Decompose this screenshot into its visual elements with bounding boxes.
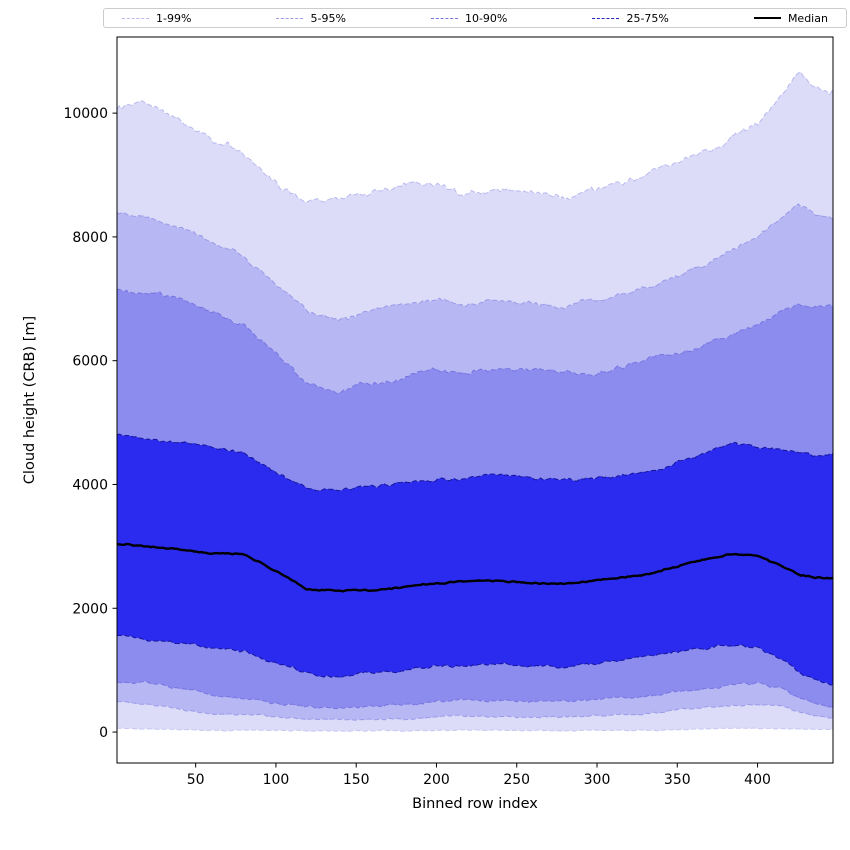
plot-border xyxy=(116,36,834,764)
x-axis: 50 100 150 200 250 300 350 400 xyxy=(187,763,771,788)
y-axis: 0 2000 4000 6000 8000 10000 xyxy=(63,106,117,741)
line-p1 xyxy=(117,727,833,732)
line-median xyxy=(117,542,833,593)
plot-area xyxy=(117,71,833,732)
chart-legend: 1-99% 5-95% 10-90% 25-75% Median xyxy=(103,8,847,28)
x-tick-label: 250 xyxy=(503,772,530,788)
y-tick-label: 6000 xyxy=(72,354,108,370)
line-p90 xyxy=(117,288,833,394)
legend-label-5-95: 5-95% xyxy=(310,11,346,25)
line-p5 xyxy=(117,700,833,721)
legend-label-25-75: 25-75% xyxy=(626,11,669,25)
y-axis-label: Cloud height (CRB) [m] xyxy=(22,316,38,484)
x-tick-label: 300 xyxy=(584,772,611,788)
x-axis-label: Binned row index xyxy=(412,796,538,812)
x-tick-label: 400 xyxy=(744,772,771,788)
legend-label-median: Median xyxy=(787,11,828,25)
y-tick-label: 2000 xyxy=(72,601,108,617)
y-tick-label: 8000 xyxy=(72,230,108,246)
line-p99 xyxy=(117,71,833,203)
band-25-75% xyxy=(117,434,833,686)
x-tick-label: 350 xyxy=(664,772,691,788)
line-p25 xyxy=(117,634,833,686)
x-tick-label: 200 xyxy=(423,772,450,788)
legend-item-median: Median xyxy=(753,11,828,25)
legend-item-5-95: 5-95% xyxy=(276,11,346,25)
line-p75 xyxy=(117,433,833,492)
line-p10 xyxy=(117,680,833,710)
legend-label-10-90: 10-90% xyxy=(464,11,508,25)
x-tick-label: 150 xyxy=(343,772,370,788)
legend-item-1-99: 1-99% xyxy=(122,12,191,25)
legend-item-10-90: 10-90% xyxy=(430,11,508,25)
line-p95 xyxy=(117,203,833,321)
legend-line-median-icon xyxy=(753,17,781,19)
y-tick-label: 4000 xyxy=(72,477,108,493)
y-tick-label: 10000 xyxy=(63,106,108,122)
legend-line-1-99-icon xyxy=(122,17,149,19)
y-tick-label: 0 xyxy=(99,725,108,741)
x-tick-label: 100 xyxy=(263,772,290,788)
legend-label-1-99: 1-99% xyxy=(156,11,192,25)
x-tick-label: 50 xyxy=(187,772,205,788)
legend-item-25-75: 25-75% xyxy=(592,11,669,25)
legend-line-10-90-icon xyxy=(430,17,458,19)
legend-line-25-75-icon xyxy=(592,17,620,19)
legend-line-5-95-icon xyxy=(276,17,304,19)
